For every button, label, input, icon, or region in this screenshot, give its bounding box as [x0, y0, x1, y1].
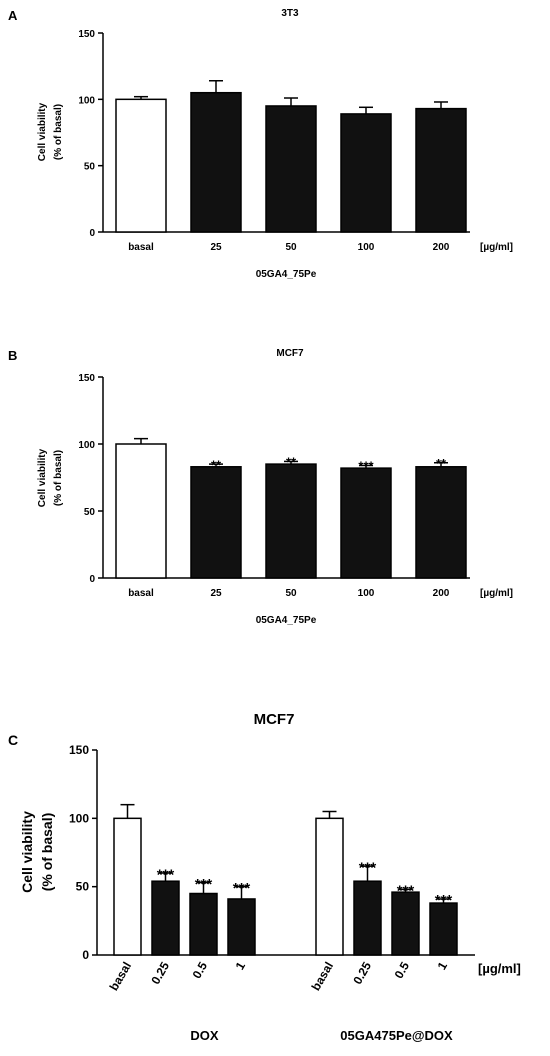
panel-b-xtick-label-1: 25 — [210, 588, 222, 599]
panel-a-ytick-label-0: 0 — [89, 228, 95, 239]
panel-b-unit-label: [µg/ml] — [480, 588, 513, 599]
panel-c-group1-xtick-label-1: 0.25 — [148, 959, 172, 987]
panel-a-xtick-label-0: basal — [128, 242, 154, 253]
panel-b-ytick-label-0: 0 — [89, 574, 95, 585]
panel-c-group2-xtick-label-3: 1 — [435, 959, 451, 972]
panel-a-bar-4 — [415, 107, 467, 233]
panel-a-ylabel-line1: Cell viability — [37, 102, 48, 161]
panel-c-letter: C — [8, 732, 18, 748]
panel-c-group2-bar-0 — [315, 817, 344, 956]
panel-b-ytick-label-100: 100 — [78, 440, 95, 451]
panel-b-significance-2: ** — [286, 455, 297, 470]
panel-b-xtick-label-2: 50 — [285, 588, 297, 599]
panel-c-group1-xtick-label-0: basal — [107, 960, 134, 994]
panel-c-ylabel-line2: (% of basal) — [39, 813, 55, 892]
panel-a-bar-3 — [340, 113, 392, 233]
panel-b-significance-3: *** — [358, 459, 374, 474]
panel-b-significance-4: ** — [436, 456, 447, 471]
panel-c-group2-significance-2: *** — [397, 883, 415, 900]
panel-a-unit-label: [µg/ml] — [480, 242, 513, 253]
panel-c-group1-bar-0 — [113, 817, 142, 956]
panel-c-group2-xtick-label-2: 0.5 — [392, 959, 413, 981]
panel-c-ytick-label-50: 50 — [76, 880, 90, 894]
panel-c-group1-xtick-label-3: 1 — [233, 959, 249, 972]
panel-a-bar-1 — [190, 91, 242, 233]
panel-c-group2-significance-1: *** — [359, 859, 377, 876]
panel-a-ytick-label-50: 50 — [84, 162, 96, 173]
panel-b-ylabel-line2: (% of basal) — [53, 450, 64, 506]
panel-c-group2-xtick-label-1: 0.25 — [350, 959, 374, 987]
panel-c-group-label-2: 05GA475Pe@DOX — [340, 1028, 453, 1043]
panel-c-title: MCF7 — [254, 711, 295, 728]
panel-c-group2-bar-2 — [391, 891, 420, 956]
panel-a-bar-2 — [265, 105, 317, 233]
panel-a-title: 3T3 — [281, 8, 299, 19]
panel-a-xlabel: 05GA4_75Pe — [256, 269, 317, 280]
panel-c-group2-xtick-label-0: basal — [309, 960, 336, 994]
panel-a-ytick-label-150: 150 — [78, 29, 95, 40]
panel-a-xtick-label-1: 25 — [210, 242, 222, 253]
panel-c-group2-bar-3 — [429, 902, 458, 956]
panel-a-ylabel-line2: (% of basal) — [53, 104, 64, 160]
panel-a-xtick-label-2: 50 — [285, 242, 297, 253]
panel-c-ylabel-line1: Cell viability — [19, 811, 35, 893]
panel-b-xlabel: 05GA4_75Pe — [256, 615, 317, 626]
panel-b-bar-2 — [265, 463, 317, 579]
panel-c-ytick-label-150: 150 — [69, 743, 89, 757]
panel-c-ytick-label-0: 0 — [82, 948, 89, 962]
panel-b-bar-1 — [190, 466, 242, 579]
panel-c-group1-significance-3: *** — [233, 880, 251, 897]
panel-a-xtick-label-3: 100 — [358, 242, 375, 253]
panel-b-significance-1: ** — [211, 457, 222, 472]
panel-b-bar-0 — [115, 443, 167, 579]
panel-b-ytick-label-50: 50 — [84, 507, 96, 518]
panel-a-bar-0 — [115, 98, 167, 233]
panel-b-bar-4 — [415, 466, 467, 579]
panel-c-group-label-1: DOX — [190, 1028, 219, 1043]
panel-c-group2-significance-3: *** — [435, 892, 453, 909]
panel-b-bar-3 — [340, 467, 392, 579]
panel-c-unit-label: [µg/ml] — [478, 961, 521, 976]
panel-c-group1-bar-3 — [227, 898, 256, 956]
panel-a-letter: A — [8, 8, 18, 23]
panel-c-group1-significance-2: *** — [195, 876, 213, 893]
panel-b-xtick-label-4: 200 — [433, 588, 450, 599]
panel-c-group1-bar-2 — [189, 892, 218, 956]
panel-b-letter: B — [8, 348, 17, 363]
panel-c-ytick-label-100: 100 — [69, 811, 89, 825]
panel-b-xtick-label-0: basal — [128, 588, 154, 599]
panel-b-xtick-label-3: 100 — [358, 588, 375, 599]
panel-c-group2-bar-1 — [353, 880, 382, 956]
panel-c-group1-bar-1 — [151, 880, 180, 956]
panel-a-ytick-label-100: 100 — [78, 95, 95, 106]
panel-a-xtick-label-4: 200 — [433, 242, 450, 253]
panel-c-group1-significance-1: *** — [157, 866, 175, 883]
panel-b-title: MCF7 — [276, 348, 304, 359]
panel-b-ytick-label-150: 150 — [78, 373, 95, 384]
panel-b-ylabel-line1: Cell viability — [37, 448, 48, 507]
panel-c-group1-xtick-label-2: 0.5 — [190, 959, 211, 981]
